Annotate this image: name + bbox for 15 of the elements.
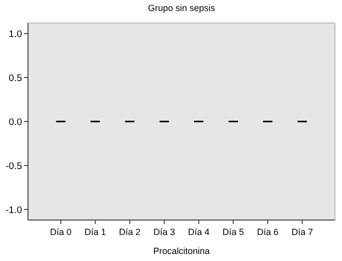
y-tick-label: 1.0: [8, 28, 22, 40]
y-tick-label: -0.5: [6, 160, 22, 172]
x-tick-label: Día 6: [256, 227, 278, 237]
x-tick-label: Día 3: [153, 227, 176, 237]
y-tick-label: -1.0: [6, 204, 22, 216]
x-tick-label: Día 2: [119, 227, 141, 237]
x-tick-label: Día 5: [222, 227, 244, 237]
chart-title: Grupo sin sepsis: [148, 3, 216, 13]
y-tick-label: 0.5: [8, 72, 22, 84]
y-tick-label: 0.0: [8, 116, 22, 128]
x-tick-label: Día 1: [84, 227, 106, 237]
x-tick-label: Día 0: [50, 227, 72, 237]
x-tick-label: Día 4: [188, 227, 210, 237]
x-axis-title: Procalcitonina: [153, 246, 210, 256]
x-tick-label: Día 7: [291, 227, 313, 237]
